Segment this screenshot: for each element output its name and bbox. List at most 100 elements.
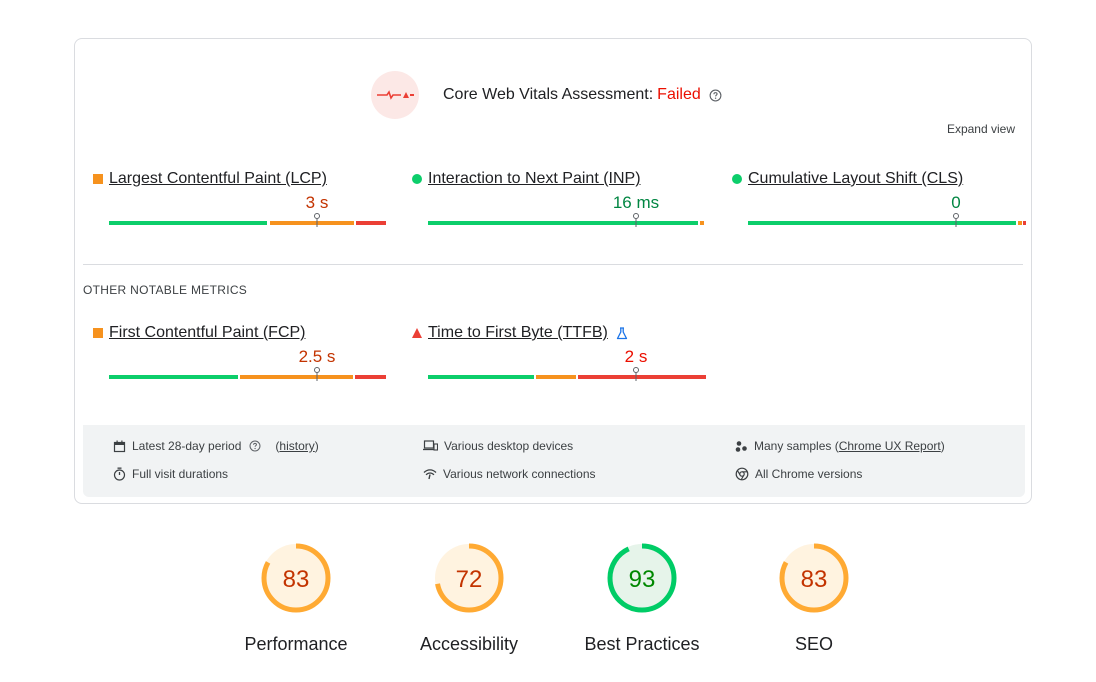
metric-lcp: Largest Contentful Paint (LCP) 3 s (93, 169, 387, 227)
metric-cls: Cumulative Layout Shift (CLS) 0 (732, 169, 1026, 227)
percentile-marker (953, 213, 959, 219)
data-source-info: Latest 28-day period (history) Full visi… (83, 425, 1025, 497)
help-icon[interactable] (709, 89, 722, 102)
info-durations-text: Full visit durations (132, 467, 229, 481)
score-label: Best Practices (584, 634, 700, 654)
gauge-ring: 93 (607, 543, 677, 613)
metric-inp: Interaction to Next Paint (INP) 16 ms (412, 169, 706, 227)
metric-ttfb-value: 2 s (624, 347, 648, 366)
history-link-wrapper: (history) (275, 439, 319, 453)
assessment-failed-icon (371, 71, 419, 119)
info-period-text: Latest 28-day period (132, 439, 242, 453)
gauge-ring: 83 (261, 543, 331, 613)
wifi-icon (423, 469, 437, 480)
info-network-text: Various network connections (443, 467, 596, 481)
stopwatch-icon (113, 467, 126, 481)
good-circle-icon (412, 174, 422, 184)
metric-cls-link[interactable]: Cumulative Layout Shift (CLS) (748, 170, 964, 187)
distribution-poor-segment (1023, 221, 1026, 225)
poor-triangle-icon (412, 328, 422, 338)
distribution-ni-segment (536, 375, 576, 379)
needs-improvement-square-icon (93, 328, 103, 338)
percentile-marker-line (635, 219, 637, 227)
history-link[interactable]: history (279, 439, 315, 453)
distribution-ni-segment (1018, 221, 1022, 225)
percentile-marker (633, 213, 639, 219)
score-value: 93 (629, 566, 656, 593)
info-network: Various network connections (423, 467, 596, 481)
core-web-vitals-card: Core Web Vitals Assessment: Failed Expand… (74, 38, 1032, 504)
score-label: Accessibility (419, 634, 519, 654)
assessment-header: Core Web Vitals Assessment: Failed (371, 71, 722, 119)
metric-ttfb: Time to First Byte (TTFB) 2 s (412, 323, 706, 381)
metric-inp-link[interactable]: Interaction to Next Paint (INP) (428, 170, 641, 187)
metric-ttfb-link[interactable]: Time to First Byte (TTFB) (428, 324, 608, 341)
info-samples-prefix: Many samples ( (754, 439, 839, 453)
distribution-poor-segment (355, 375, 386, 379)
distribution-poor-segment (578, 375, 706, 379)
distribution-good-segment (748, 221, 1016, 225)
chrome-icon (735, 467, 749, 481)
info-devices: Various desktop devices (423, 439, 573, 453)
score-gauge-best-practices[interactable]: 93 Best Practices (572, 542, 712, 655)
metric-ttfb-distribution (428, 367, 706, 381)
metric-cls-value: 0 (951, 193, 961, 212)
percentile-marker (314, 367, 320, 373)
assessment-title-text: Core Web Vitals Assessment: (443, 86, 654, 103)
expand-view-button[interactable]: Expand view (946, 122, 1015, 136)
devices-icon (423, 440, 438, 451)
metric-cls-distribution (748, 213, 1026, 227)
info-chrome-text: All Chrome versions (755, 467, 863, 481)
percentile-marker-line (635, 373, 637, 381)
gauge-ring: 83 (779, 543, 849, 613)
info-samples: Many samples (Chrome UX Report) (735, 439, 945, 453)
distribution-good-segment (428, 375, 534, 379)
gauge-ring: 72 (434, 543, 504, 613)
good-circle-icon (732, 174, 742, 184)
metric-fcp-distribution (109, 367, 387, 381)
metric-inp-distribution (428, 213, 706, 227)
score-value: 72 (456, 566, 483, 593)
metric-fcp: First Contentful Paint (FCP) 2.5 s (93, 323, 387, 381)
needs-improvement-square-icon (93, 174, 103, 184)
metric-inp-value: 16 ms (612, 193, 660, 212)
percentile-marker-line (955, 219, 957, 227)
distribution-poor-segment (356, 221, 386, 225)
percentile-marker-line (316, 373, 318, 381)
other-metrics-heading: OTHER NOTABLE METRICS (83, 283, 248, 297)
percentile-marker (314, 213, 320, 219)
assessment-title: Core Web Vitals Assessment: Failed (443, 86, 701, 104)
period-help-icon[interactable] (249, 440, 267, 452)
distribution-good-segment (109, 375, 238, 379)
info-devices-text: Various desktop devices (444, 439, 574, 453)
samples-icon (735, 440, 747, 452)
info-durations: Full visit durations (113, 467, 228, 481)
score-value: 83 (283, 566, 310, 593)
distribution-ni-segment (240, 375, 353, 379)
metric-fcp-value: 2.5 s (298, 347, 336, 366)
percentile-marker-line (316, 219, 318, 227)
metric-lcp-value: 3 s (305, 193, 329, 212)
section-divider (83, 264, 1023, 265)
info-samples-suffix: ) (940, 439, 945, 453)
score-gauge-accessibility[interactable]: 72 Accessibility (399, 542, 539, 655)
score-value: 83 (801, 566, 828, 593)
assessment-status: Failed (657, 86, 701, 103)
score-label: SEO (794, 634, 833, 654)
metric-lcp-distribution (109, 213, 387, 227)
info-period: Latest 28-day period (history) (113, 439, 319, 453)
metric-lcp-link[interactable]: Largest Contentful Paint (LCP) (109, 170, 327, 187)
calendar-icon (113, 440, 126, 452)
metric-fcp-link[interactable]: First Contentful Paint (FCP) (109, 324, 306, 341)
info-chrome: All Chrome versions (735, 467, 862, 481)
distribution-ni-segment (270, 221, 354, 225)
distribution-good-segment (428, 221, 698, 225)
percentile-marker (633, 367, 639, 373)
score-gauge-performance[interactable]: 83 Performance (226, 542, 366, 655)
score-gauge-seo[interactable]: 83 SEO (744, 542, 884, 655)
distribution-good-segment (109, 221, 267, 225)
chrome-ux-report-link[interactable]: Chrome UX Report (838, 439, 941, 453)
distribution-ni-segment (700, 221, 704, 225)
flask-icon (616, 326, 628, 340)
score-label: Performance (244, 634, 348, 654)
